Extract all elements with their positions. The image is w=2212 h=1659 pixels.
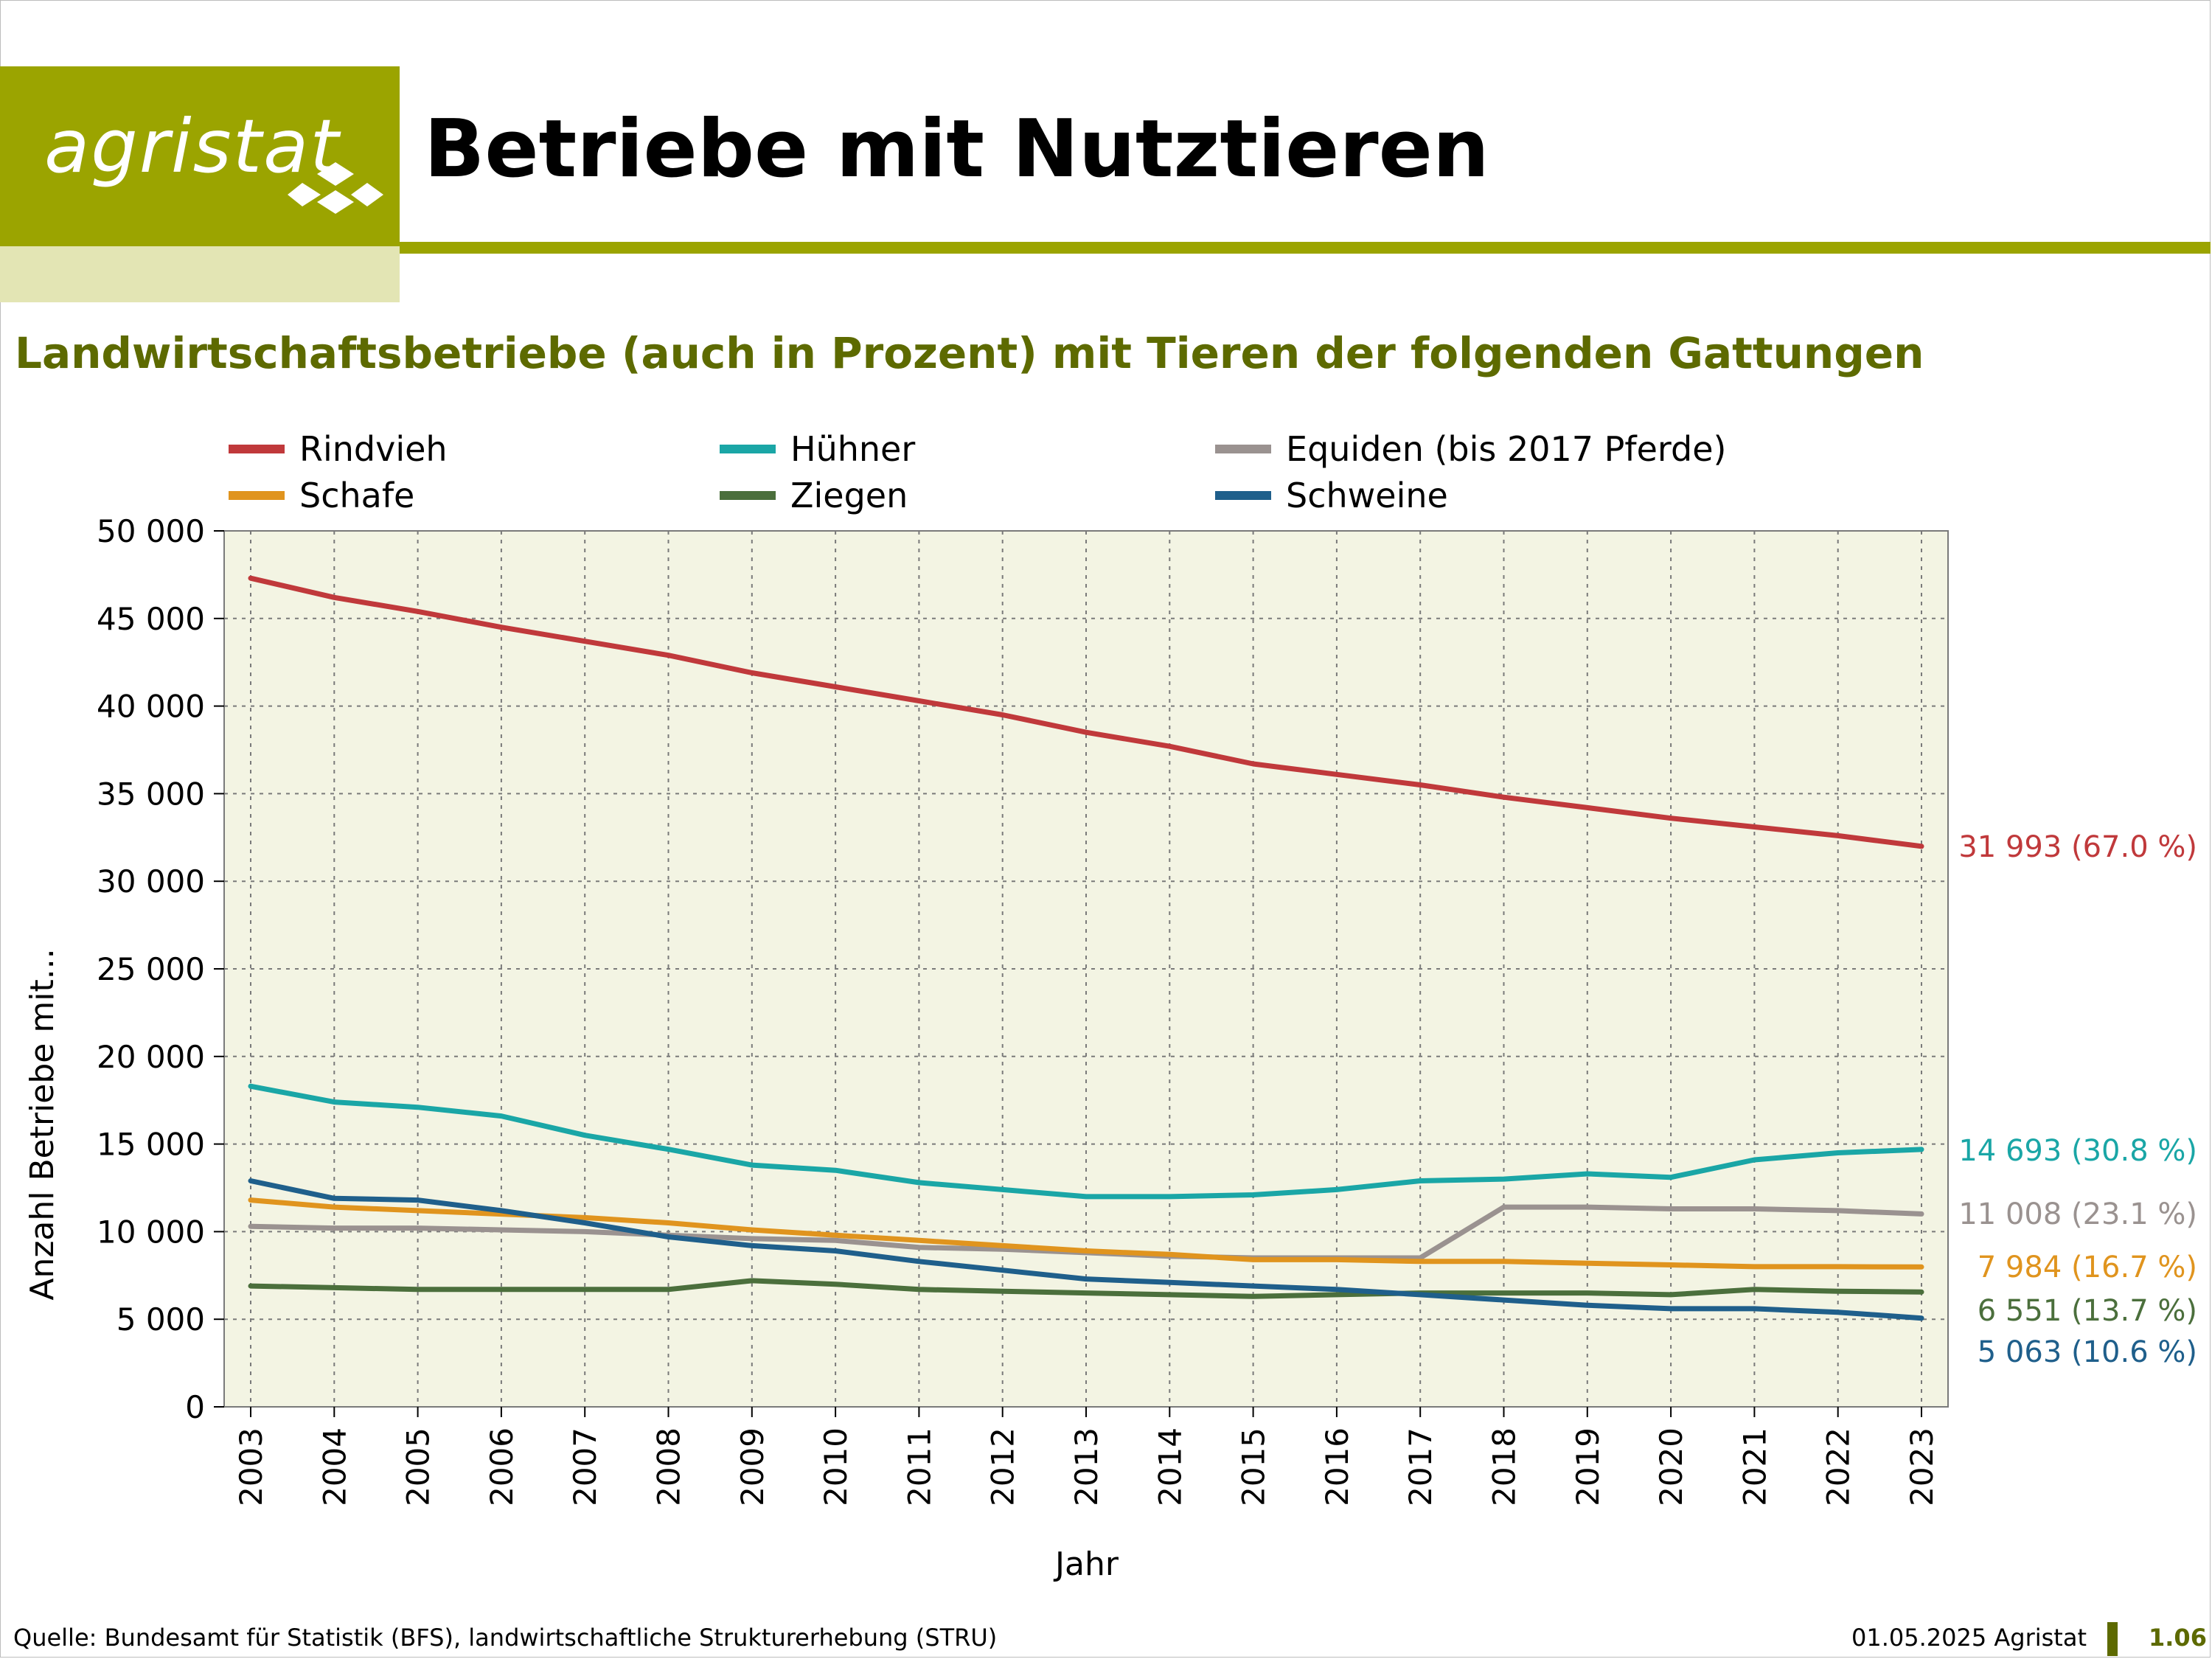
- legend-label-rindvieh: Rindvieh: [299, 429, 448, 469]
- legend-swatch-schweine: [1215, 491, 1271, 500]
- end-label-schafe: 7 984 (16.7 %): [1978, 1251, 2197, 1284]
- series-line-schweine: [248, 1178, 1924, 1321]
- x-tick-label: 2022: [1820, 1427, 1857, 1506]
- end-label-rindvieh: 31 993 (67.0 %): [1958, 830, 2197, 864]
- end-label-schweine: 5 063 (10.6 %): [1978, 1335, 2197, 1369]
- end-label-ziegen: 6 551 (13.7 %): [1978, 1294, 2197, 1328]
- header-rule: [400, 242, 2211, 254]
- x-tick-label: 2009: [734, 1427, 771, 1506]
- footer-bar: [2107, 1622, 2118, 1656]
- x-tick-label: 2021: [1736, 1427, 1773, 1506]
- x-tick-label: 2019: [1570, 1427, 1606, 1506]
- x-tick-label: 2018: [1486, 1427, 1523, 1506]
- legend-item-rindvieh: Rindvieh: [229, 427, 448, 471]
- logo-text: agristat: [44, 103, 341, 189]
- x-tick-label: 2005: [400, 1427, 437, 1506]
- y-tick-label: 10 000: [97, 1214, 205, 1250]
- y-tick-label: 20 000: [97, 1039, 205, 1075]
- footer-source: Quelle: Bundesamt für Statistik (BFS), l…: [13, 1624, 998, 1652]
- legend-label-schafe: Schafe: [299, 476, 415, 515]
- legend-item-equiden: Equiden (bis 2017 Pferde): [1215, 427, 1726, 471]
- y-tick-label: 35 000: [97, 776, 205, 812]
- y-tick-label: 50 000: [97, 513, 205, 549]
- legend-item-ziegen: Ziegen: [720, 473, 908, 518]
- logo-diamonds-icon: [288, 162, 383, 214]
- legend-swatch-ziegen: [720, 491, 776, 500]
- y-tick-label: 15 000: [97, 1127, 205, 1163]
- x-tick-label: 2017: [1402, 1427, 1439, 1506]
- x-axis-title: Jahr: [1053, 1545, 1119, 1583]
- end-label-equiden: 11 008 (23.1 %): [1958, 1197, 2197, 1231]
- series-line-rindvieh: [248, 575, 1924, 849]
- x-tick-label: 2015: [1236, 1427, 1272, 1506]
- x-tick-label: 2014: [1152, 1427, 1188, 1506]
- x-tick-label: 2016: [1319, 1427, 1355, 1506]
- logo-accent-band: [0, 246, 400, 302]
- page-title: Betriebe mit Nutztieren: [424, 103, 1489, 195]
- chart-subtitle: Landwirtschaftsbetriebe (auch in Prozent…: [15, 328, 1924, 378]
- legend-label-ziegen: Ziegen: [790, 476, 908, 515]
- legend-label-huehner: Hühner: [790, 429, 916, 469]
- footer-date: 01.05.2025 Agristat: [1851, 1624, 2087, 1652]
- end-label-huehner: 14 693 (30.8 %): [1958, 1134, 2197, 1168]
- legend-swatch-schafe: [229, 491, 285, 500]
- x-tick-label: 2003: [233, 1427, 269, 1506]
- x-tick-label: 2007: [567, 1427, 603, 1506]
- y-tick-label: 30 000: [97, 863, 205, 900]
- y-tick-label: 5 000: [116, 1301, 205, 1338]
- x-tick-label: 2023: [1904, 1427, 1940, 1506]
- legend-swatch-equiden: [1215, 445, 1271, 453]
- x-tick-label: 2008: [651, 1427, 687, 1506]
- x-tick-label: 2006: [484, 1427, 520, 1506]
- legend-item-schweine: Schweine: [1215, 473, 1448, 518]
- legend-item-huehner: Hühner: [720, 427, 915, 471]
- x-tick-label: 2013: [1068, 1427, 1105, 1506]
- series-line-ziegen: [248, 1278, 1924, 1299]
- legend-label-schweine: Schweine: [1286, 476, 1448, 515]
- y-tick-label: 0: [185, 1389, 205, 1425]
- x-tick-label: 2012: [985, 1427, 1021, 1506]
- y-tick-label: 40 000: [97, 689, 205, 725]
- x-tick-label: 2010: [818, 1427, 854, 1506]
- x-tick-label: 2011: [901, 1427, 937, 1506]
- x-tick-label: 2004: [316, 1427, 352, 1506]
- y-tick-label: 45 000: [97, 601, 205, 637]
- legend-swatch-huehner: [720, 445, 776, 453]
- y-tick-label: 25 000: [97, 951, 205, 987]
- series-line-huehner: [248, 1083, 1924, 1200]
- legend-swatch-rindvieh: [229, 445, 285, 453]
- page-number: 1.06: [2149, 1624, 2207, 1652]
- legend-label-equiden: Equiden (bis 2017 Pferde): [1286, 429, 1727, 469]
- y-axis-title: Anzahl Betriebe mit...: [24, 948, 61, 1300]
- logo-box: [0, 66, 400, 246]
- x-tick-label: 2020: [1653, 1427, 1689, 1506]
- legend-item-schafe: Schafe: [229, 473, 414, 518]
